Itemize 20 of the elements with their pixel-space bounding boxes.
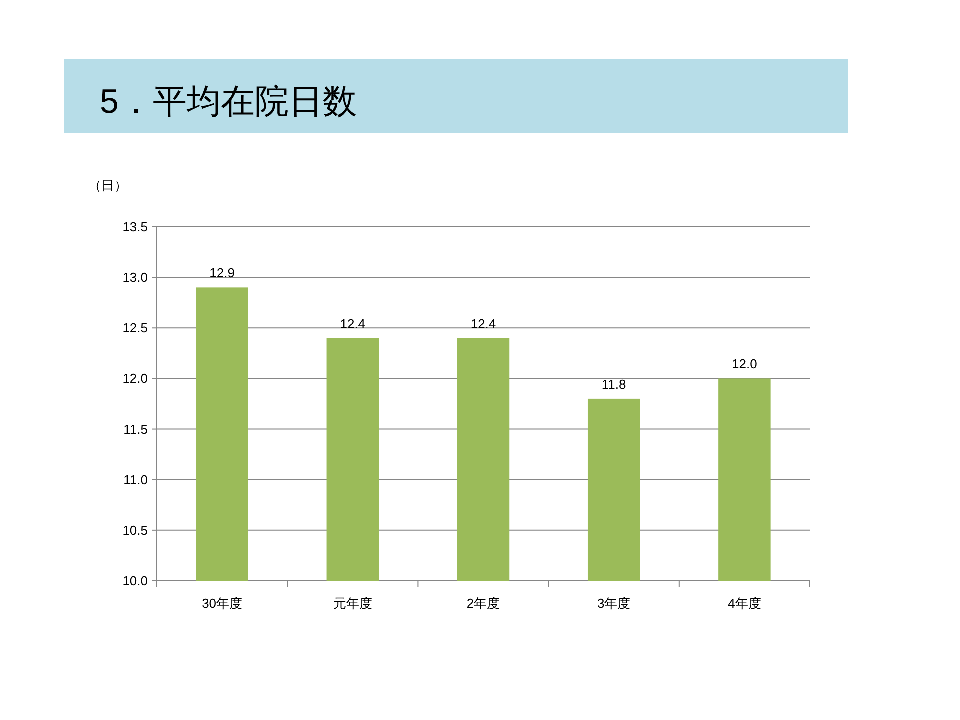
x-tick-label: 30年度 [202, 596, 243, 611]
y-tick-label: 11.5 [124, 422, 148, 437]
data-label: 12.0 [732, 356, 758, 372]
y-tick-label: 13.5 [122, 220, 148, 234]
y-tick-label: 13.0 [122, 270, 148, 286]
x-tick-label: 4年度 [728, 596, 762, 611]
y-tick-label: 11.0 [124, 472, 148, 488]
y-tick-label: 12.5 [122, 320, 148, 336]
chart-title: 5．平均在院日数 [100, 83, 357, 121]
x-tick-label: 元年度 [333, 596, 372, 611]
x-tick-label: 2年度 [466, 596, 500, 611]
y-tick-label: 10.0 [122, 574, 148, 588]
data-label: 12.9 [210, 266, 235, 281]
data-label: 12.4 [340, 316, 366, 332]
y-tick-label: 12.0 [122, 371, 148, 386]
y-tick-label: 10.5 [122, 522, 148, 538]
y-axis-title: （日） [88, 178, 128, 193]
data-label: 11.8 [602, 376, 626, 392]
x-tick-label: 3年度 [597, 596, 631, 611]
data-label: 12.4 [470, 316, 496, 332]
